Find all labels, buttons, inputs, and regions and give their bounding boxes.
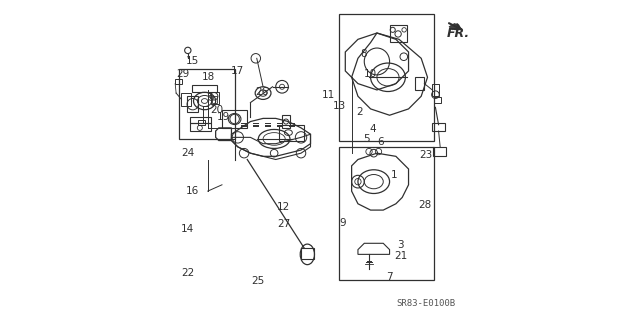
Bar	[415, 77, 424, 90]
Text: 11: 11	[322, 90, 335, 100]
Bar	[175, 79, 182, 84]
Text: 8: 8	[360, 48, 367, 59]
Bar	[390, 25, 407, 42]
Text: 15: 15	[186, 56, 200, 66]
Text: 22: 22	[181, 268, 195, 278]
Bar	[182, 93, 191, 106]
Text: FR.: FR.	[447, 26, 470, 40]
Text: 19: 19	[217, 112, 230, 122]
Text: 16: 16	[186, 186, 200, 196]
Bar	[211, 92, 219, 104]
Bar	[282, 115, 290, 128]
Bar	[434, 97, 441, 103]
Text: 23: 23	[419, 150, 433, 160]
Bar	[339, 147, 434, 280]
Bar	[187, 96, 198, 112]
Bar	[222, 110, 247, 128]
Bar	[198, 120, 205, 125]
Bar	[192, 85, 217, 92]
Text: 27: 27	[277, 219, 291, 229]
Text: 4: 4	[370, 124, 376, 135]
Text: 20: 20	[211, 106, 224, 115]
Text: 17: 17	[231, 66, 244, 76]
Polygon shape	[449, 24, 459, 30]
Bar	[212, 96, 217, 103]
Text: 28: 28	[419, 200, 431, 210]
Text: SR83-E0100B: SR83-E0100B	[396, 299, 456, 308]
Bar	[279, 125, 304, 141]
Text: 13: 13	[333, 101, 346, 111]
Text: 24: 24	[181, 148, 195, 158]
Text: 7: 7	[387, 271, 393, 281]
Text: 26: 26	[255, 86, 268, 97]
Text: 1: 1	[391, 170, 397, 180]
Bar	[190, 123, 211, 131]
Text: 12: 12	[277, 202, 291, 212]
Text: 6: 6	[378, 137, 385, 147]
Bar	[339, 14, 434, 141]
Text: 29: 29	[176, 69, 189, 79]
Bar	[432, 123, 445, 131]
Text: 14: 14	[181, 224, 195, 234]
Bar	[179, 69, 235, 139]
Text: 5: 5	[364, 134, 370, 144]
Bar	[433, 147, 446, 156]
Text: 25: 25	[252, 276, 265, 286]
Text: 10: 10	[364, 69, 376, 79]
Bar	[301, 248, 314, 259]
Text: 3: 3	[397, 240, 404, 250]
Text: 21: 21	[394, 251, 407, 261]
Bar	[432, 84, 439, 96]
Text: 9: 9	[339, 218, 346, 228]
Text: 2: 2	[356, 107, 363, 117]
Text: 18: 18	[202, 72, 215, 82]
